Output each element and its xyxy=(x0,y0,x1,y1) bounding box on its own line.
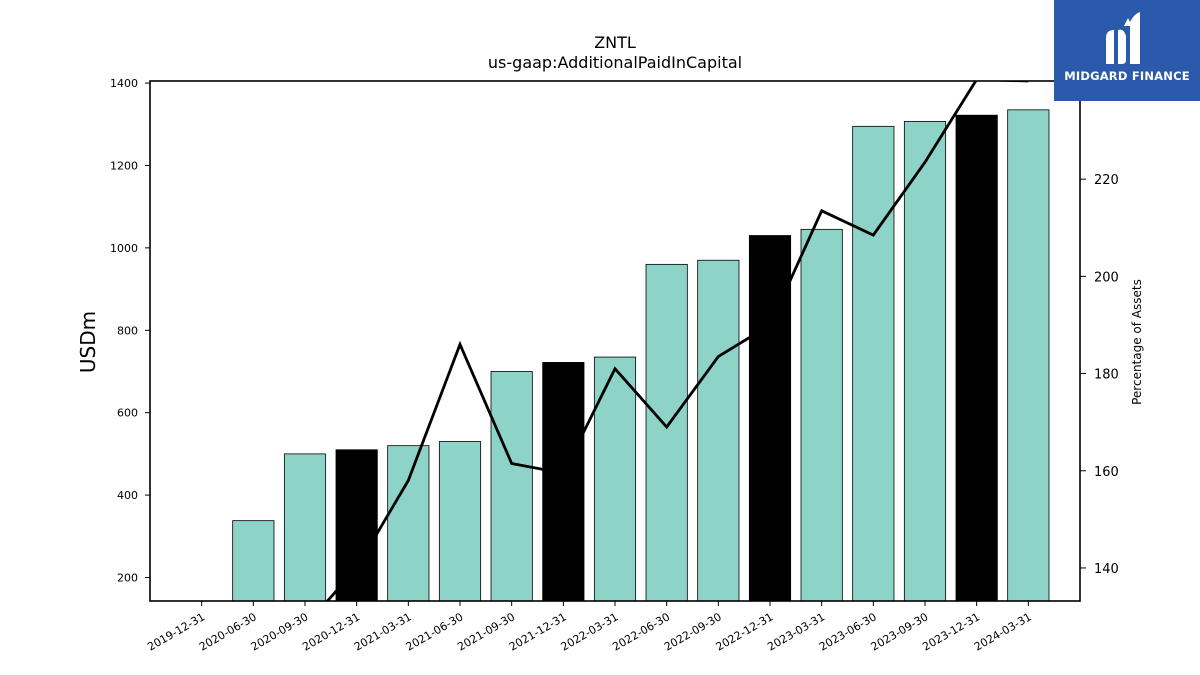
y-tick-label: 200 xyxy=(117,572,138,585)
x-tick-label: 2021-06-30 xyxy=(404,610,466,653)
y2-tick-label: 140 xyxy=(1094,562,1119,577)
y2-axis-label: Percentage of Assets xyxy=(1130,279,1144,405)
y-tick-label: 1400 xyxy=(110,77,138,90)
bar xyxy=(387,445,430,602)
bar xyxy=(438,441,482,602)
y2-tick-label: 200 xyxy=(1094,270,1119,285)
midgard-finance-logo: MIDGARD FINANCE xyxy=(1054,0,1200,101)
bar xyxy=(1007,109,1050,602)
x-tick-label: 2022-12-31 xyxy=(714,610,776,653)
x-tick-label: 2023-06-30 xyxy=(817,610,879,653)
brand-name: MIDGARD FINANCE xyxy=(1064,69,1190,83)
chart-subtitle: us-gaap:AdditionalPaidInCapital xyxy=(488,53,742,72)
x-tick-label: 2022-09-30 xyxy=(662,610,724,653)
x-tick-label: 2022-06-30 xyxy=(610,610,672,653)
bar xyxy=(232,520,275,602)
bar xyxy=(335,449,378,602)
y-tick-label: 800 xyxy=(117,324,138,337)
x-tick-label: 2023-09-30 xyxy=(869,610,931,653)
bar xyxy=(903,120,947,602)
x-tick-label: 2024-03-31 xyxy=(972,610,1034,653)
bar xyxy=(852,125,895,602)
y-axis-label: USDm xyxy=(76,311,100,373)
bar xyxy=(697,259,740,602)
midgard-logo-icon xyxy=(1106,12,1140,65)
x-tick-label: 2021-09-30 xyxy=(455,610,517,653)
y-tick-label: 600 xyxy=(117,407,138,420)
y2-tick-label: 160 xyxy=(1094,465,1119,480)
y2-tick-label: 220 xyxy=(1094,173,1119,188)
x-tick-label: 2021-03-31 xyxy=(352,610,414,653)
x-tick-label: 2020-09-30 xyxy=(249,610,311,653)
y-tick-label: 1200 xyxy=(110,159,138,172)
bar xyxy=(542,362,585,602)
bar xyxy=(800,228,843,602)
x-tick-label: 2021-12-31 xyxy=(507,610,569,653)
x-tick-label: 2020-12-31 xyxy=(300,610,362,653)
bar xyxy=(645,263,688,602)
x-tick-label: 2023-03-31 xyxy=(765,610,827,653)
y-tick-label: 400 xyxy=(117,489,138,502)
y-tick-label: 1000 xyxy=(110,242,138,255)
x-tick-label: 2022-03-31 xyxy=(559,610,621,653)
bar xyxy=(955,114,998,602)
bar xyxy=(490,371,533,602)
x-tick-label: 2019-12-31 xyxy=(145,610,207,653)
series-line xyxy=(325,81,1029,601)
x-tick-label: 2023-12-31 xyxy=(920,610,982,653)
bar xyxy=(283,453,327,602)
x-tick-label: 2020-06-30 xyxy=(197,610,259,653)
chart-title: ZNTL xyxy=(594,33,636,52)
y2-tick-label: 180 xyxy=(1094,368,1119,383)
bar xyxy=(593,356,637,602)
